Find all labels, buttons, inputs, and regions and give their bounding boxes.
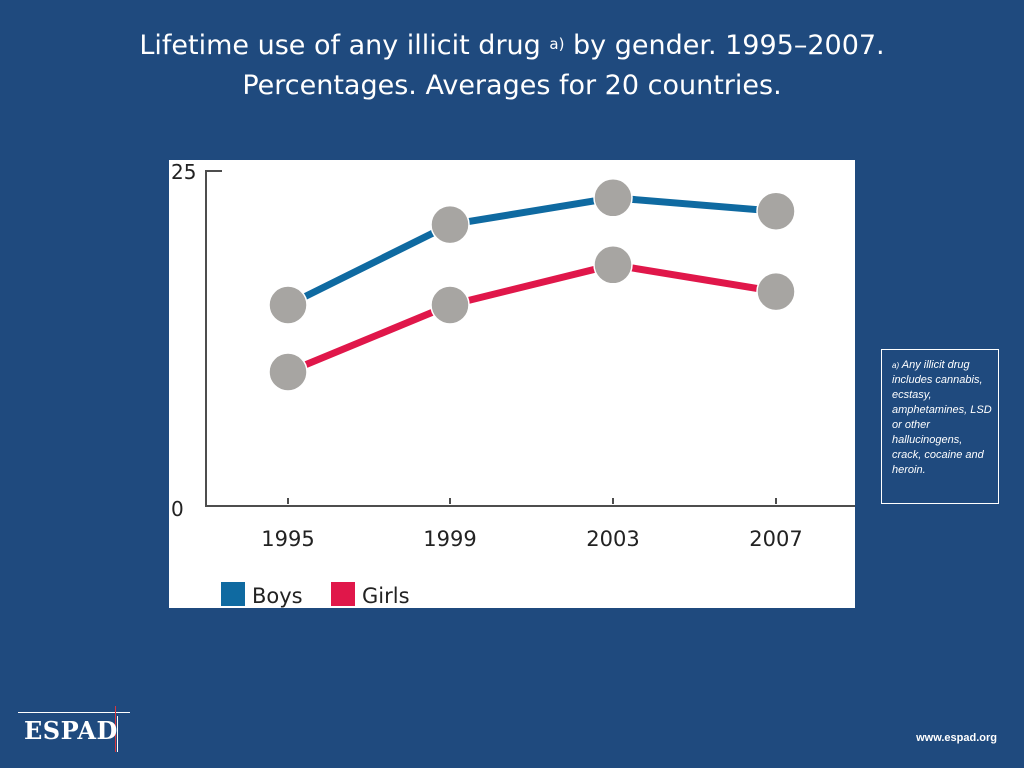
legend-label-girls: Girls — [362, 584, 410, 608]
data-point-boys — [268, 285, 308, 325]
y-tick-label: 25 — [171, 160, 196, 184]
data-point-girls — [756, 271, 796, 312]
series-line-girls — [286, 261, 777, 376]
espad-logo: ESPAD — [18, 706, 132, 754]
series-line-boys — [286, 194, 777, 309]
line-chart: 0 25 1995 1999 2003 2007 Boys Girls — [171, 160, 855, 608]
website-url: www.espad.org — [916, 732, 997, 744]
y-tick-label: 0 — [171, 497, 184, 521]
logo-cross-white — [117, 716, 118, 752]
x-tick-label: 2007 — [749, 527, 802, 551]
title-text-rest: by gender. 1995–2007. — [564, 30, 885, 61]
footnote-marker: a) — [892, 361, 900, 370]
data-point-boys — [430, 204, 470, 245]
data-point-girls — [430, 285, 470, 325]
logo-rule — [18, 712, 130, 713]
x-tick-label: 1999 — [423, 527, 476, 551]
legend-swatch-boys — [221, 582, 245, 606]
legend-swatch-girls — [331, 582, 355, 606]
data-point-girls — [593, 245, 633, 285]
logo-cross-red — [115, 706, 116, 752]
logo-text: ESPAD — [24, 716, 118, 745]
footnote-text: Any illicit drug includes cannabis, ecst… — [892, 359, 992, 476]
slide-title: Lifetime use of any illicit drug a) by g… — [0, 26, 1024, 106]
legend-label-boys: Boys — [252, 584, 303, 608]
data-point-boys — [593, 178, 633, 218]
footnote-box: a) Any illicit drug includes cannabis, e… — [881, 349, 999, 504]
title-line-1: Lifetime use of any illicit drug a) by g… — [0, 26, 1024, 66]
title-text: Lifetime use of any illicit drug — [139, 30, 550, 61]
chart-panel: 0 25 1995 1999 2003 2007 Boys Girls — [169, 160, 855, 608]
title-line-2: Percentages. Averages for 20 countries. — [242, 70, 782, 101]
x-tick-label: 2003 — [586, 527, 639, 551]
data-point-girls — [268, 352, 308, 392]
data-point-boys — [756, 191, 796, 231]
x-tick-label: 1995 — [261, 527, 314, 551]
title-footnote-marker: a) — [549, 35, 565, 53]
